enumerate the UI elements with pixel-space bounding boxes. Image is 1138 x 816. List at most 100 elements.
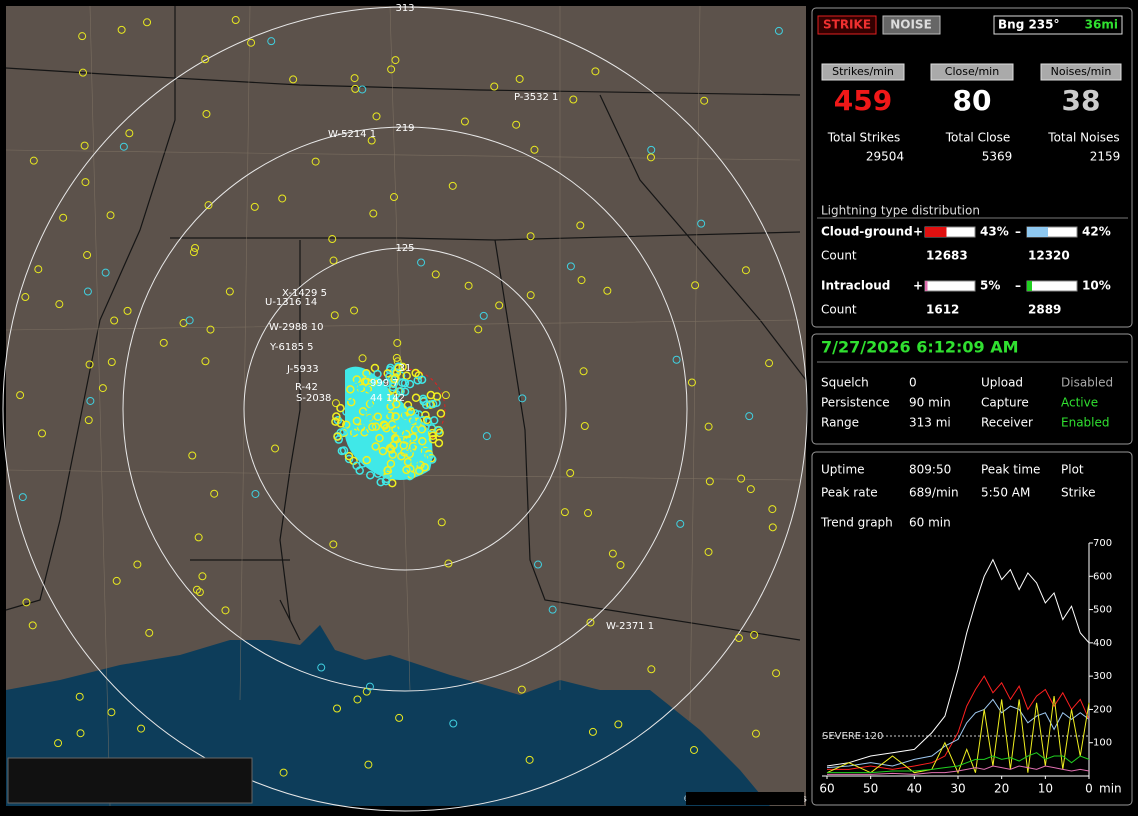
rate-label: Strikes/min xyxy=(832,65,894,78)
strike-dot xyxy=(448,181,457,190)
strike-dot xyxy=(406,407,416,416)
strike-dot xyxy=(704,422,713,431)
y-tick-label: 200 xyxy=(1093,704,1112,715)
rate-label-box xyxy=(821,63,905,81)
strike-dot xyxy=(400,387,410,396)
strike-dot xyxy=(774,26,783,35)
strike-dot xyxy=(401,429,411,439)
strike-dot xyxy=(386,459,396,469)
strike-dot xyxy=(28,621,37,630)
strike-dot xyxy=(410,443,419,453)
strike-dot xyxy=(431,270,440,279)
setting-label: Persistence xyxy=(821,396,890,410)
sign: + xyxy=(913,279,923,293)
strike-dot xyxy=(110,316,119,325)
strike-dot xyxy=(331,417,340,426)
stat: Peak rate xyxy=(821,486,878,500)
strike-dot xyxy=(530,145,539,154)
strike-dot xyxy=(366,470,375,480)
setting-value: 90 min xyxy=(909,396,951,410)
bearing: Bng 235° xyxy=(998,18,1060,32)
strike-dot xyxy=(426,390,436,400)
strike-dot xyxy=(362,439,372,448)
strike-button[interactable] xyxy=(817,15,877,35)
strike-dot xyxy=(352,425,362,434)
setting-label: Upload xyxy=(981,376,1023,390)
strike-dot xyxy=(399,441,408,450)
x-tick-label: 50 xyxy=(863,782,878,796)
strike-dot xyxy=(346,397,356,407)
strike-dot xyxy=(517,685,526,694)
strike-dot xyxy=(560,508,569,517)
strike-dot xyxy=(495,301,504,310)
strike-dot xyxy=(586,618,595,627)
strike-dot xyxy=(389,379,398,389)
rate-value: 459 xyxy=(834,84,892,117)
strike-dot xyxy=(289,75,298,84)
strike-dot xyxy=(189,248,198,257)
total-label: Total Noises xyxy=(1047,131,1119,145)
strike-dot xyxy=(690,745,699,754)
strike-dot xyxy=(390,374,399,384)
strike-dot xyxy=(375,433,384,443)
strike-dot xyxy=(411,393,421,403)
noise-button-label[interactable]: NOISE xyxy=(890,18,932,32)
strike-dot xyxy=(490,82,499,91)
strike-dot xyxy=(417,425,427,434)
sign: + xyxy=(913,225,923,239)
percent-bar xyxy=(1027,227,1048,237)
severe-label: SEVERE 120 xyxy=(822,731,883,742)
percent-bar xyxy=(1027,281,1032,291)
range-rings xyxy=(2,6,808,812)
strike-dot xyxy=(428,435,438,444)
trend-line xyxy=(826,558,1090,767)
strike-dot xyxy=(398,378,407,388)
strike-dot xyxy=(576,221,585,230)
strike-dot xyxy=(401,439,411,449)
strike-dot xyxy=(579,367,588,376)
strike-dot xyxy=(346,385,355,394)
strike-dot xyxy=(311,157,320,166)
strike-dot xyxy=(344,392,354,402)
strike-dot xyxy=(768,505,777,514)
strike-dot xyxy=(391,56,400,65)
stat: Trend graph xyxy=(820,516,893,530)
noise-button[interactable] xyxy=(882,15,941,35)
sign: – xyxy=(1015,225,1021,239)
strike-dot xyxy=(566,468,575,477)
strike-dot xyxy=(368,422,377,432)
strike-dot xyxy=(76,729,85,738)
strike-dot xyxy=(750,630,759,639)
strike-dot xyxy=(387,65,396,74)
storm-label: S-2038 xyxy=(296,393,331,404)
total-value: 29504 xyxy=(866,150,904,164)
y-tick-label: 300 xyxy=(1093,671,1112,682)
storm-label: W-5214 1 xyxy=(328,129,376,140)
strike-dot xyxy=(382,424,391,433)
count-label: Count xyxy=(821,303,857,317)
strike-dot xyxy=(201,55,210,64)
x-tick-label: 20 xyxy=(994,782,1009,796)
strike-dot xyxy=(402,465,411,475)
strike-dot xyxy=(202,109,211,118)
rate-label: Noises/min xyxy=(1051,65,1112,78)
strike-dot xyxy=(429,416,439,425)
strike-dot xyxy=(204,201,213,210)
strike-dot xyxy=(356,426,366,436)
strike-dot xyxy=(364,760,373,769)
strike-button-label[interactable]: STRIKE xyxy=(823,18,871,32)
strike-dot xyxy=(279,768,288,777)
stat: 809:50 xyxy=(909,463,951,477)
strike-dot xyxy=(418,436,427,446)
strike-dot xyxy=(768,523,777,532)
strike-dot xyxy=(201,357,210,366)
percent-label: 5% xyxy=(980,279,1000,293)
strike-dot xyxy=(393,338,402,347)
panel xyxy=(811,7,1133,328)
strike-dot xyxy=(608,549,617,558)
strike-dot xyxy=(344,451,354,461)
total-label: Total Close xyxy=(945,131,1011,145)
strike-dot xyxy=(137,724,146,733)
storm-label: W-2371 1 xyxy=(606,621,654,632)
strike-dot xyxy=(396,387,405,396)
